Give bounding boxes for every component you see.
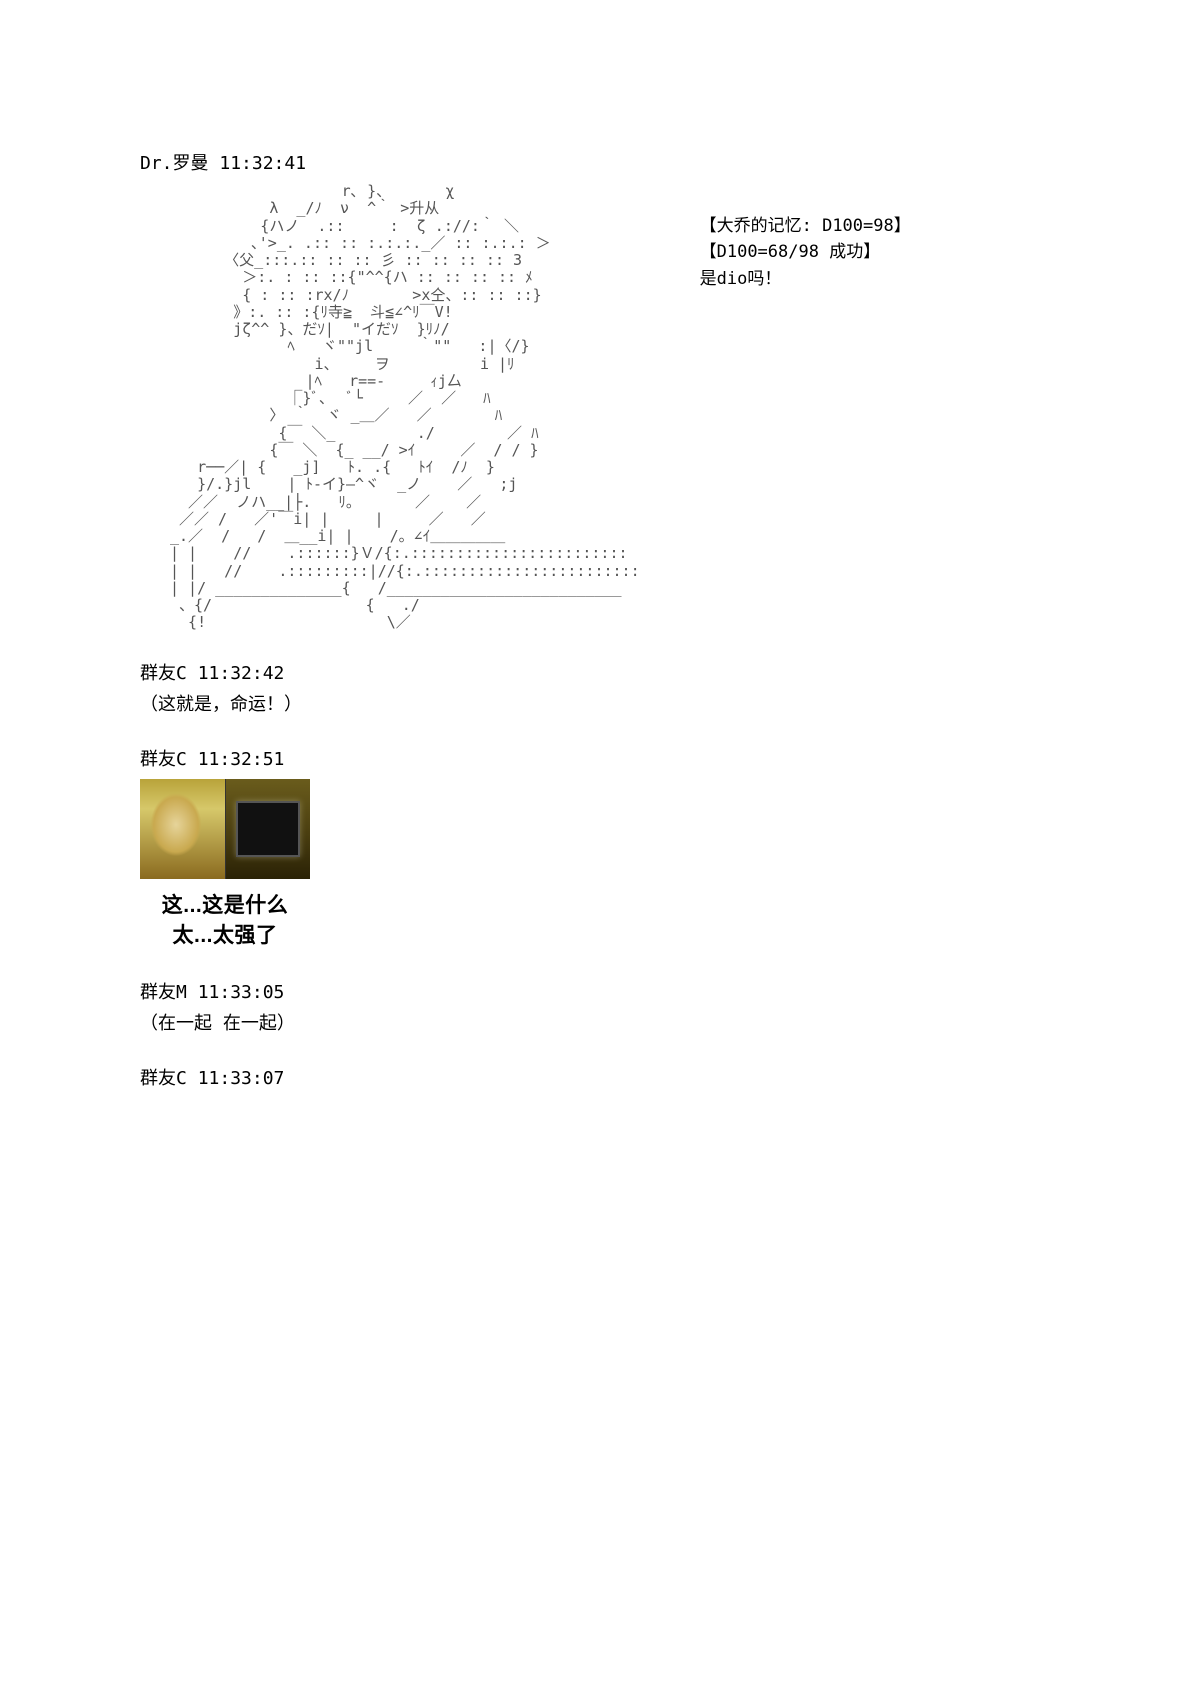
- message-time: 11:32:41: [219, 153, 306, 174]
- sender-name: 群友C: [140, 663, 187, 684]
- chat-message: 群友C 11:32:51 这...这是什么 太...太强了: [140, 746, 1060, 952]
- dice-roll-notes: 【大乔的记忆: D100=98】 【D100=68/98 成功】 是dio吗！: [700, 213, 911, 292]
- meme-caption-line: 这...这是什么: [140, 891, 310, 921]
- chat-message: Dr.罗曼 11:32:41 r､ }、 χ λ _/ﾉ ν ^｀ >升从 {ハ…: [140, 150, 1060, 632]
- chat-message: 群友C 11:32:42 （这就是，命运！）: [140, 660, 1060, 718]
- ascii-art-figure: r､ }、 χ λ _/ﾉ ν ^｀ >升从 {ハノ .:: : ζ .://:…: [140, 183, 640, 632]
- sender-name: 群友C: [140, 749, 187, 770]
- chat-log-page: Dr.罗曼 11:32:41 r､ }、 χ λ _/ﾉ ν ^｀ >升从 {ハ…: [0, 0, 1200, 1160]
- message-time: 11:32:51: [198, 749, 285, 770]
- message-time: 11:33:05: [198, 982, 285, 1003]
- meme-caption: 这...这是什么 太...太强了: [140, 891, 310, 952]
- meme-graphic: [140, 779, 310, 879]
- message-time: 11:33:07: [198, 1068, 285, 1089]
- message-text: （在一起 在一起）: [140, 1010, 1060, 1037]
- meme-image: 这...这是什么 太...太强了: [140, 779, 310, 952]
- chat-message: 群友M 11:33:05 （在一起 在一起）: [140, 979, 1060, 1037]
- message-header: Dr.罗曼 11:32:41: [140, 150, 1060, 177]
- sender-name: Dr.罗曼: [140, 153, 209, 174]
- sender-name: 群友C: [140, 1068, 187, 1089]
- note-line: 【大乔的记忆: D100=98】: [700, 213, 911, 239]
- message-time: 11:32:42: [198, 663, 285, 684]
- meme-face-icon: [140, 779, 226, 879]
- meme-monitor-icon: [226, 779, 311, 879]
- note-line: 【D100=68/98 成功】: [700, 239, 911, 265]
- message-text: （这就是，命运！）: [140, 691, 1060, 718]
- meme-screen-icon: [236, 801, 300, 857]
- note-line: 是dio吗！: [700, 266, 911, 292]
- message-header: 群友M 11:33:05: [140, 979, 1060, 1006]
- message-header: 群友C 11:32:42: [140, 660, 1060, 687]
- message-header: 群友C 11:32:51: [140, 746, 1060, 773]
- chat-message: 群友C 11:33:07: [140, 1065, 1060, 1092]
- meme-caption-line: 太...太强了: [140, 921, 310, 951]
- ascii-with-notes-row: r､ }、 χ λ _/ﾉ ν ^｀ >升从 {ハノ .:: : ζ .://:…: [140, 183, 1060, 632]
- message-header: 群友C 11:33:07: [140, 1065, 1060, 1092]
- sender-name: 群友M: [140, 982, 187, 1003]
